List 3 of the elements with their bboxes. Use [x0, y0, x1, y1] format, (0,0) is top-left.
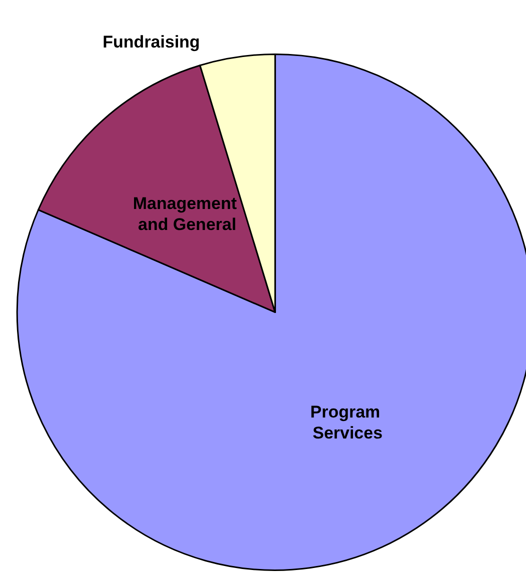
slice-label: Fundraising [102, 32, 200, 52]
slice-label: Management and General [132, 194, 242, 234]
slice-label: Program Services [310, 402, 385, 443]
